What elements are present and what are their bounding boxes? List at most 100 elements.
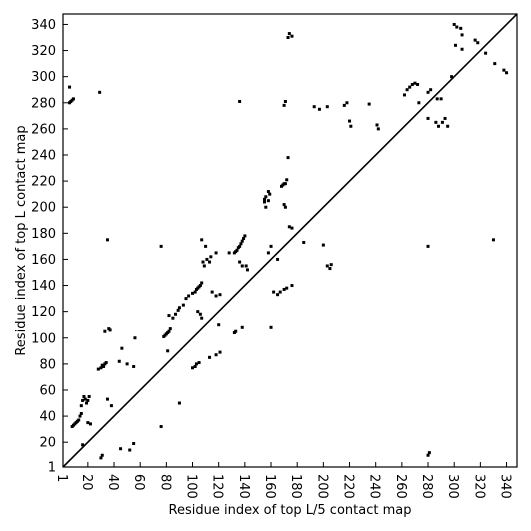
contact-point (283, 99, 287, 103)
contact-point (417, 101, 421, 105)
contact-point (286, 156, 290, 160)
contact-point (96, 367, 100, 371)
contact-point (238, 244, 242, 248)
contact-point (125, 362, 129, 366)
contact-point (132, 442, 136, 446)
contact-point (100, 453, 104, 457)
contact-point (272, 290, 276, 294)
y-tick-label: 100 (31, 331, 56, 346)
contact-point (493, 62, 497, 66)
y-tick-label: 260 (31, 122, 56, 137)
contact-point (98, 90, 102, 94)
y-tick-label: 320 (31, 44, 56, 59)
contact-point (132, 364, 136, 368)
contact-point (286, 35, 290, 39)
contact-point (214, 353, 218, 357)
x-tick-label: 300 (445, 474, 460, 499)
x-tick-label: 320 (471, 474, 486, 499)
contact-point (214, 294, 218, 298)
contact-point (429, 88, 433, 92)
contact-point (269, 325, 273, 329)
contact-point (77, 418, 81, 422)
x-tick-label: 40 (105, 474, 120, 491)
diagonal-line (62, 13, 518, 468)
y-tick-label: 60 (39, 383, 56, 398)
contact-point (426, 244, 430, 248)
y-tick-label: 140 (31, 279, 56, 294)
contact-point (329, 263, 333, 267)
contact-point (367, 102, 371, 106)
contact-point (473, 38, 477, 42)
contact-point (181, 303, 185, 307)
contact-point (200, 238, 204, 242)
contact-point (325, 264, 329, 268)
contact-point (200, 316, 204, 320)
contact-point (79, 411, 83, 415)
contact-point (167, 314, 171, 318)
contact-point (159, 425, 163, 429)
x-tick-label: 20 (79, 474, 94, 491)
y-tick-label: 160 (31, 253, 56, 268)
contact-point (191, 366, 195, 370)
y-tick-label: 80 (39, 357, 56, 372)
contact-point (278, 290, 282, 294)
x-tick-label: 220 (341, 474, 356, 499)
contact-points (68, 22, 509, 460)
contact-point (435, 97, 439, 101)
x-tick-label: 80 (157, 474, 172, 491)
contact-point (342, 103, 346, 107)
contact-point (209, 255, 213, 259)
contact-point (102, 364, 106, 368)
y-tick-label: 300 (31, 70, 56, 85)
contact-point (240, 264, 244, 268)
contact-point (238, 260, 242, 264)
contact-point (238, 99, 242, 103)
contact-point (174, 312, 178, 316)
contact-point (408, 85, 412, 89)
contact-point (79, 404, 83, 408)
contact-point (276, 257, 280, 261)
contact-point (208, 260, 212, 264)
x-tick-label: 340 (498, 474, 513, 499)
contact-point (282, 103, 286, 107)
contact-point (105, 238, 109, 242)
contact-point (413, 81, 417, 85)
contact-point (210, 290, 214, 294)
contact-point (450, 75, 454, 79)
contact-point (446, 124, 450, 128)
contact-point (68, 85, 72, 89)
contact-point (321, 243, 325, 247)
contact-point (86, 421, 90, 425)
contact-point (455, 25, 459, 29)
plot-frame (62, 13, 518, 468)
contact-point (104, 361, 108, 365)
contact-point (440, 120, 444, 124)
contact-point (375, 123, 379, 127)
contact-point (245, 268, 249, 272)
contact-point (177, 306, 181, 310)
contact-point (290, 284, 294, 288)
contact-point (454, 43, 458, 47)
contact-point (109, 404, 113, 408)
x-tick-label: 200 (314, 474, 329, 499)
x-tick-label: 120 (210, 474, 225, 499)
contact-point (120, 346, 124, 350)
contact-point (128, 448, 132, 452)
contact-point (287, 225, 291, 229)
contact-point (133, 336, 137, 340)
contact-point (99, 366, 103, 370)
contact-point (105, 397, 109, 401)
contact-point (283, 205, 287, 209)
x-tick-label: 1 (54, 474, 69, 482)
contact-point (83, 397, 87, 401)
contact-point (266, 251, 270, 255)
contact-point (427, 451, 431, 455)
contact-point (227, 251, 231, 255)
contact-point (205, 257, 209, 261)
contact-point (235, 248, 239, 252)
y-axis-label: Residue index of top L contact map (14, 125, 29, 355)
contact-point (184, 297, 188, 301)
contact-point (99, 456, 103, 460)
contact-point (266, 199, 270, 203)
contact-point (81, 398, 85, 402)
